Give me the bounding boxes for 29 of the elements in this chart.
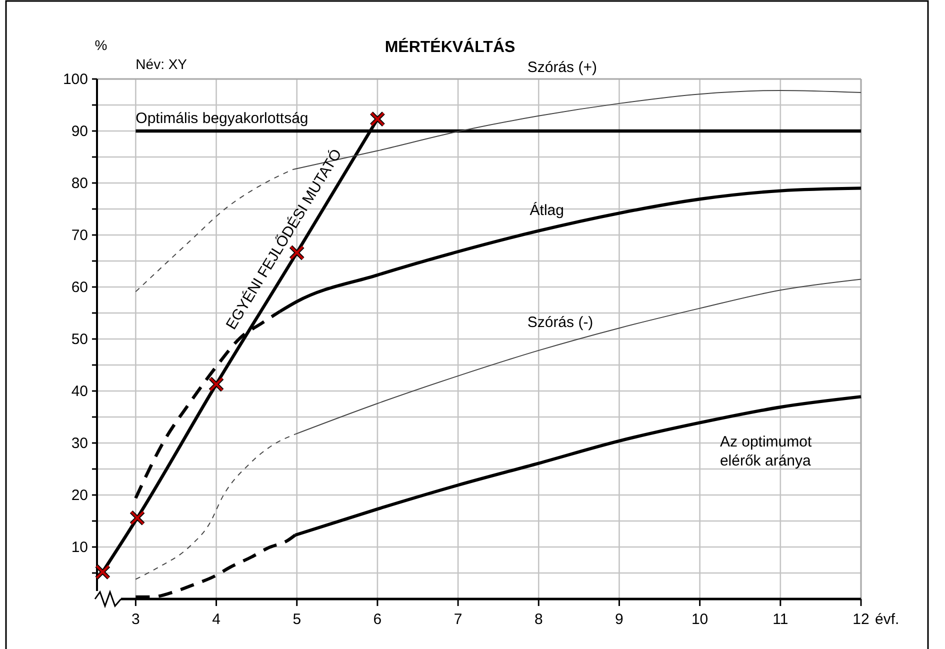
x-tick-label: 8 [534,611,543,628]
x-tick-label: 6 [373,611,382,628]
x-tick-label: 4 [212,611,220,628]
x-tick-label: 9 [615,611,624,628]
series-label: Optimális begyakorlottság [136,110,308,128]
y-tick-label: 100 [62,71,88,88]
y-tick-label: 90 [71,123,88,140]
y-tick-label: 20 [71,487,88,504]
y-tick-label: 70 [71,227,88,244]
x-tick-label: 7 [454,611,462,628]
series-label: Szórás (-) [527,314,594,332]
x-axis-title: évf. [875,611,900,628]
y-tick-label: 60 [71,279,88,296]
x-tick-label: 3 [132,611,140,628]
chart-title: MÉRTÉKVÁLTÁS [384,37,516,56]
series-label: Átlag [530,201,564,220]
y-tick-label: 40 [71,383,88,400]
x-tick-label: 5 [292,611,302,628]
y-axis-title: % [94,37,108,53]
text: Név: XY [136,56,188,72]
y-tick-label: 10 [71,539,88,556]
text: Szórás (+) [527,59,597,76]
y-tick-label: 50 [71,331,88,348]
y-tick-label: 80 [71,175,88,192]
y-tick-label: 30 [71,435,88,452]
x-tick-label: 11 [772,611,788,628]
x-tick-label: 10 [691,611,708,628]
x-tick-label: 12 [852,611,870,628]
series-label: Az optimumot elérők aránya [720,434,812,470]
